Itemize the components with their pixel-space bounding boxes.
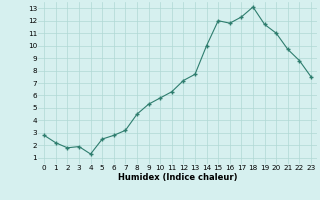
X-axis label: Humidex (Indice chaleur): Humidex (Indice chaleur) [118,173,237,182]
